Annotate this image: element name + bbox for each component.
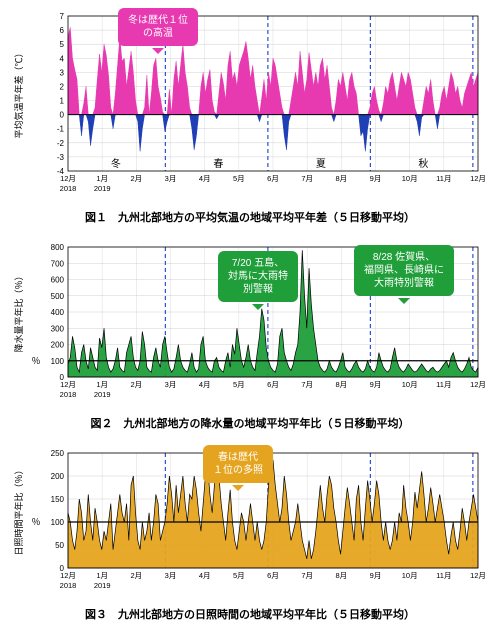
svg-text:7月: 7月 <box>301 571 313 580</box>
svg-text:2018: 2018 <box>60 581 77 590</box>
svg-text:12月: 12月 <box>60 174 76 183</box>
svg-text:春: 春 <box>213 158 223 170</box>
svg-text:％: ％ <box>31 517 40 527</box>
chart1-caption: 図１ 九州北部地方の平均気温の地域平均平年差（５日移動平均） <box>8 209 492 225</box>
svg-text:9月: 9月 <box>370 571 382 580</box>
svg-text:1月: 1月 <box>96 174 108 183</box>
svg-text:1月: 1月 <box>96 380 108 389</box>
svg-text:-2: -2 <box>57 139 65 148</box>
svg-text:5月: 5月 <box>233 380 245 389</box>
svg-text:秋: 秋 <box>418 157 428 170</box>
svg-text:0: 0 <box>60 111 65 120</box>
svg-text:700: 700 <box>51 259 65 268</box>
svg-text:日照時間平年比（％）: 日照時間平年比（％） <box>13 465 24 555</box>
svg-text:5月: 5月 <box>233 174 245 183</box>
svg-text:冬: 冬 <box>111 157 121 170</box>
svg-text:1月: 1月 <box>96 571 108 580</box>
svg-text:9月: 9月 <box>370 380 382 389</box>
svg-text:10月: 10月 <box>402 571 418 580</box>
svg-text:100: 100 <box>51 518 65 527</box>
chart1-svg: -4-3-2-10123456712月1月2月3月4月5月6月7月8月9月10月… <box>8 8 488 203</box>
svg-text:-1: -1 <box>57 125 65 134</box>
svg-text:％: ％ <box>31 356 40 366</box>
svg-text:6月: 6月 <box>267 571 279 580</box>
svg-text:100: 100 <box>51 357 65 366</box>
svg-text:3月: 3月 <box>165 380 177 389</box>
svg-text:200: 200 <box>51 472 65 481</box>
svg-text:6月: 6月 <box>267 174 279 183</box>
svg-text:250: 250 <box>51 449 65 458</box>
svg-text:12月: 12月 <box>470 571 486 580</box>
svg-text:3月: 3月 <box>165 571 177 580</box>
svg-text:9月: 9月 <box>370 174 382 183</box>
svg-text:400: 400 <box>51 308 65 317</box>
svg-text:3月: 3月 <box>165 174 177 183</box>
svg-text:夏: 夏 <box>316 158 326 170</box>
svg-text:200: 200 <box>51 341 65 350</box>
svg-text:10月: 10月 <box>402 174 418 183</box>
svg-text:11月: 11月 <box>436 174 451 183</box>
svg-text:150: 150 <box>51 495 65 504</box>
svg-text:800: 800 <box>51 243 65 252</box>
svg-text:7: 7 <box>60 12 65 21</box>
svg-text:4月: 4月 <box>199 174 211 183</box>
svg-text:2019: 2019 <box>94 390 111 399</box>
svg-text:1: 1 <box>60 97 65 106</box>
svg-text:50: 50 <box>55 541 64 550</box>
svg-text:2019: 2019 <box>94 581 111 590</box>
svg-text:-3: -3 <box>57 153 65 162</box>
svg-text:12月: 12月 <box>470 174 486 183</box>
svg-text:11月: 11月 <box>436 571 451 580</box>
svg-text:2019: 2019 <box>94 184 111 193</box>
svg-text:300: 300 <box>51 324 65 333</box>
svg-text:降水量平年比（％）: 降水量平年比（％） <box>13 271 24 352</box>
svg-text:12月: 12月 <box>470 380 486 389</box>
svg-text:8月: 8月 <box>335 380 347 389</box>
svg-text:2月: 2月 <box>130 380 142 389</box>
svg-text:600: 600 <box>51 276 65 285</box>
svg-text:12月: 12月 <box>60 571 76 580</box>
chart1-callout: 冬は歴代１位の高温 <box>118 8 198 46</box>
svg-text:平均気温平年差（℃）: 平均気温平年差（℃） <box>13 48 24 138</box>
svg-text:3: 3 <box>60 68 65 77</box>
svg-text:7月: 7月 <box>301 174 313 183</box>
svg-text:6月: 6月 <box>267 380 279 389</box>
svg-text:4: 4 <box>60 54 65 63</box>
chart3-callout: 春は歴代１位の多照 <box>203 445 273 483</box>
svg-text:2月: 2月 <box>130 174 142 183</box>
svg-text:10月: 10月 <box>402 380 418 389</box>
chart1-wrap: -4-3-2-10123456712月1月2月3月4月5月6月7月8月9月10月… <box>8 8 492 203</box>
chart2-wrap: 010020030040050060070080012月1月2月3月4月5月6月… <box>8 239 492 409</box>
svg-text:500: 500 <box>51 292 65 301</box>
svg-text:6: 6 <box>60 26 65 35</box>
chart2-caption: 図２ 九州北部地方の降水量の地域平均平年比（５日移動平均） <box>8 415 492 431</box>
svg-text:4月: 4月 <box>199 571 211 580</box>
svg-text:2: 2 <box>60 82 65 91</box>
svg-text:4月: 4月 <box>199 380 211 389</box>
chart2-callout-2: 8/28 佐賀県、福岡県、長崎県に大雨特別警報 <box>354 245 454 296</box>
svg-text:7月: 7月 <box>301 380 313 389</box>
svg-text:12月: 12月 <box>60 380 76 389</box>
chart3-wrap: 05010015020025012月1月2月3月4月5月6月7月8月9月10月1… <box>8 445 492 600</box>
svg-text:11月: 11月 <box>436 380 451 389</box>
svg-text:2018: 2018 <box>60 390 77 399</box>
chart3-caption: 図３ 九州北部地方の日照時間の地域平均平年比（５日移動平均） <box>8 606 492 622</box>
svg-text:8月: 8月 <box>335 571 347 580</box>
svg-text:2018: 2018 <box>60 184 77 193</box>
svg-text:5: 5 <box>60 40 65 49</box>
svg-text:5月: 5月 <box>233 571 245 580</box>
chart2-callout-1: 7/20 五島、対馬に大雨特別警報 <box>218 251 298 302</box>
svg-text:8月: 8月 <box>335 174 347 183</box>
svg-text:2月: 2月 <box>130 571 142 580</box>
